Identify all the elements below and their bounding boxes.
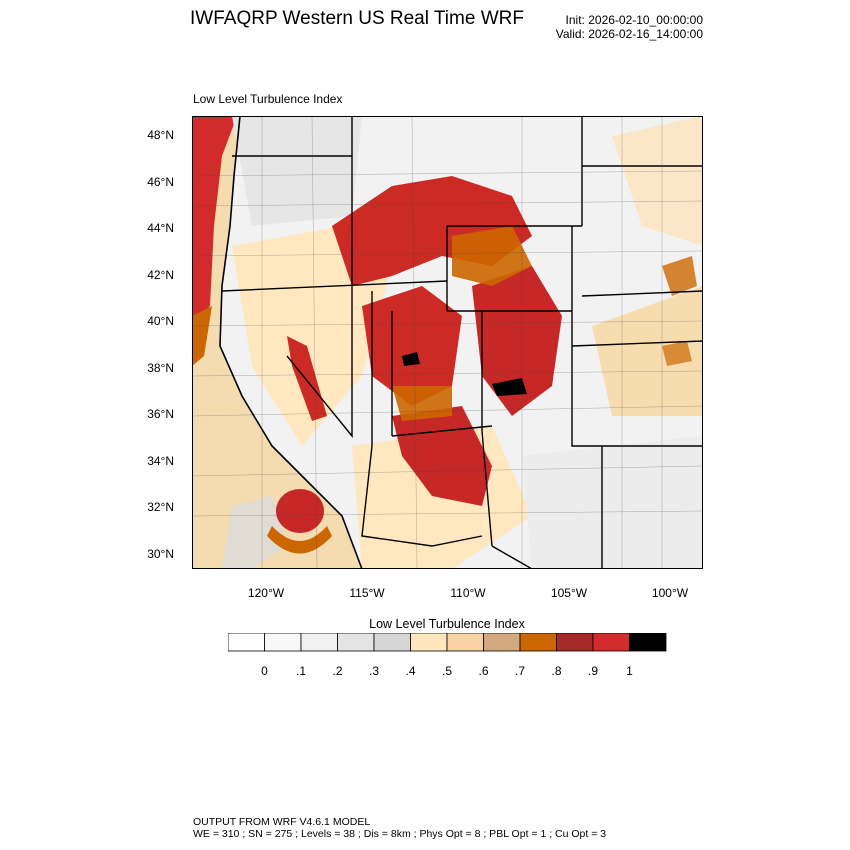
colorbar-label: .2 [332,664,343,678]
plot-title: IWFAQRP Western US Real Time WRF [190,8,524,29]
colorbar-box [228,633,265,652]
lat-label-46: 46°N [147,175,174,189]
great-plains-tan [592,286,703,416]
colorbar-box [410,633,448,652]
footer-config: WE = 310 ; SN = 275 ; Levels = 38 ; Dis … [193,828,607,840]
lat-label-48: 48°N [147,128,174,142]
northern-plains-tan [612,116,703,246]
colorbar-label: 0 [261,664,268,678]
plains-orange-1 [662,256,697,296]
plains-orange-2 [662,341,692,366]
texas-light [522,436,703,569]
pnw-light [232,116,362,226]
colorbar-label: .3 [368,664,379,678]
ocean-gray-patch [222,496,287,569]
sierra-band [287,336,327,421]
black-peak-2 [402,352,420,366]
lon-label-120: 120°W [247,586,285,600]
lat-label-30: 30°N [147,547,174,561]
wyoming-orange [452,226,532,286]
colorbar-label: .8 [551,664,562,678]
map-frame [192,116,703,569]
black-peak-1 [492,378,527,396]
colorbar-label: 1 [626,664,633,678]
baja-mid-ring [267,526,332,554]
colorbar-box [264,633,302,652]
arizona-high [392,406,492,506]
lon-label-100: 100°W [651,586,689,600]
baja-high-cell [276,489,324,533]
colorado-high [472,266,562,416]
state-borders [221,116,703,569]
lat-label-32: 32°N [147,500,174,514]
county-lines [192,116,703,569]
footer-model: OUTPUT FROM WRF V4.6.1 MODEL [193,816,371,828]
lon-label-105: 105°W [550,586,588,600]
field-label: Low Level Turbulence Index [193,92,343,106]
turbulence-map [192,116,703,569]
ocean-area [192,116,362,569]
colorbar-box [483,633,521,652]
colorbar-box [373,633,411,652]
lat-label-36: 36°N [147,407,174,421]
valid-time: Valid: 2026-02-16_14:00:00 [555,27,703,41]
colorbar-box [337,633,375,652]
colorbar [228,633,667,652]
colorbar-label: .9 [587,664,598,678]
lat-label-38: 38°N [147,361,174,375]
lat-label-42: 42°N [147,268,174,282]
utah-orange [392,386,452,421]
colorbar-box [300,633,338,652]
colorbar-label: .7 [514,664,525,678]
colorbar-box [519,633,557,652]
lon-label-110: 110°W [450,586,486,600]
lon-label-115: 115°W [349,586,385,600]
colorbar-title: Low Level Turbulence Index [369,617,525,631]
colorbar-label: .5 [441,664,452,678]
colorbar-label: .1 [295,664,306,678]
ocean-mid-band [192,306,212,366]
colorbar-box [556,633,594,652]
coastline [219,116,363,569]
colorbar-label: .4 [405,664,416,678]
rockies-central-high [362,286,462,406]
lat-label-34: 34°N [147,454,174,468]
colorbar-label: .6 [478,664,489,678]
lat-label-40: 40°N [147,314,174,328]
ocean-coastal-high [192,116,237,326]
colorbar-box [446,633,484,652]
colorbar-box [592,633,630,652]
colorbar-box [629,633,667,652]
lat-label-44: 44°N [147,221,174,235]
init-time: Init: 2026-02-10_00:00:00 [565,13,703,27]
